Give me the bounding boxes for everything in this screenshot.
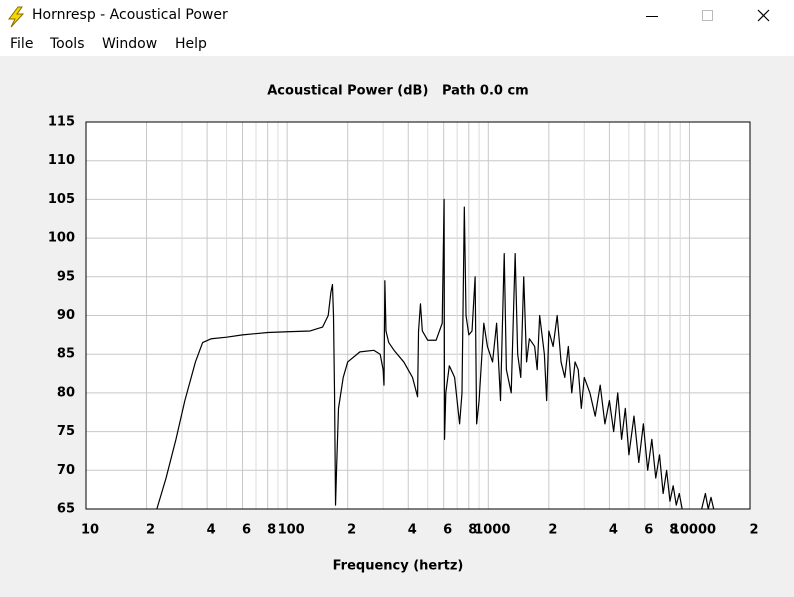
x-tick-label: 10000 [671,523,716,538]
y-tick-label: 85 [57,347,75,362]
x-tick-label: 8 [669,523,678,538]
x-tick-label: 4 [207,523,216,538]
y-tick-label: 75 [57,424,75,439]
menu-bar: File Tools Window Help [0,33,794,56]
menu-item[interactable]: Tools [50,36,85,52]
x-tick-label: 2 [548,523,557,538]
x-tick-label: 4 [408,523,417,538]
y-tick-label: 70 [57,463,75,478]
y-tick-label: 65 [57,502,75,517]
title-bar: Hornresp - Acoustical Power [0,0,794,33]
x-tick-label: 8 [267,523,276,538]
window-title: Hornresp - Acoustical Power [32,7,228,23]
x-tick-label: 100 [278,523,305,538]
y-tick-label: 100 [48,231,75,246]
y-tick-label: 95 [57,269,75,284]
x-tick-label: 10 [81,523,99,538]
y-tick-label: 105 [48,192,75,207]
x-tick-label: 6 [242,523,251,538]
x-tick-label: 4 [609,523,618,538]
close-button[interactable] [757,9,770,22]
y-tick-label: 80 [57,385,75,400]
y-tick-label: 115 [48,115,75,130]
x-tick-label: 2 [749,523,758,538]
x-tick-label: 2 [146,523,155,538]
menu-item[interactable]: Window [102,36,158,52]
x-tick-label: 1000 [474,523,510,538]
maximize-button[interactable] [702,10,713,21]
x-tick-label: 2 [347,523,356,538]
x-tick-label: 6 [443,523,452,538]
app-icon [8,6,25,28]
chart-title: Acoustical Power (dB) Path 0.0 cm [267,84,528,99]
y-tick-label: 110 [48,153,75,168]
x-tick-label: 8 [468,523,477,538]
menu-item[interactable]: Help [175,36,207,52]
y-tick-label: 90 [57,308,75,323]
menu-item[interactable]: File [10,36,34,52]
x-axis-label: Frequency (hertz) [333,559,464,574]
plot-border [85,121,751,510]
x-tick-label: 6 [644,523,653,538]
window-controls [646,9,770,22]
